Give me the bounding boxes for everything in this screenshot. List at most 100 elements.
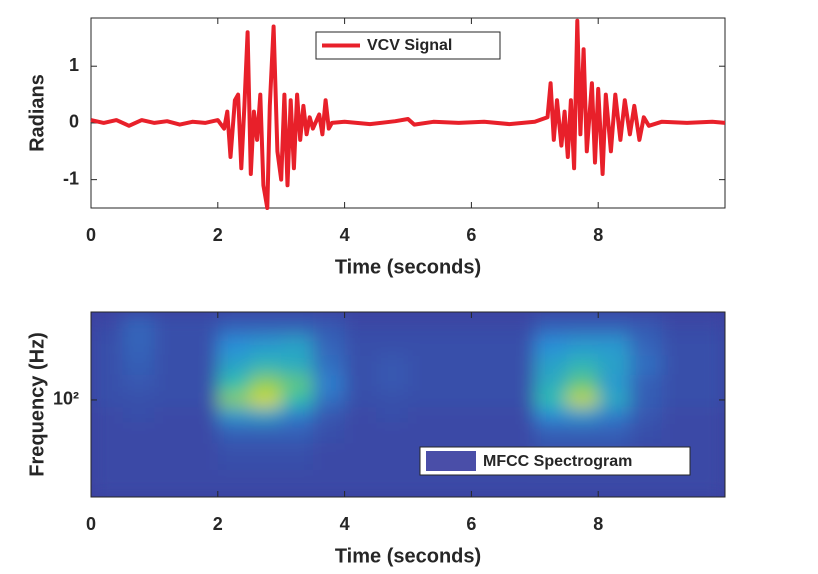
heatmap-cell: [344, 469, 377, 497]
heatmap-cell: [281, 314, 314, 336]
heatmap-cell: [598, 406, 631, 423]
heatmap-cell: [503, 314, 536, 336]
heatmap-cell: [471, 354, 504, 375]
heatmap-cell: [693, 392, 725, 408]
heatmap-cell: [154, 392, 187, 408]
heatmap-cell: [186, 374, 219, 393]
heatmap-cell: [408, 374, 441, 393]
heatmap-cell: [344, 392, 377, 408]
heatmap-cell: [154, 422, 187, 444]
heatmap-cell: [217, 354, 250, 375]
heatmap-cell: [344, 334, 377, 356]
heatmap-cell: [439, 334, 472, 356]
y-axis-label: Frequency (Hz): [26, 332, 48, 476]
heatmap-cell: [376, 314, 409, 336]
x-axis-label: Time (seconds): [335, 256, 481, 278]
heatmap-cell: [154, 334, 187, 356]
heatmap-cell: [122, 374, 155, 393]
heatmap-cell: [376, 442, 409, 470]
heatmap-cell: [122, 422, 155, 444]
heatmap-cell: [439, 422, 472, 444]
x-tick-label: 6: [466, 225, 476, 245]
heatmap-cell: [503, 392, 536, 408]
heatmap-cell: [693, 374, 725, 393]
heatmap-cell: [122, 354, 155, 375]
heatmap-cell: [186, 406, 219, 423]
heatmap-cell: [661, 406, 694, 423]
heatmap-cell: [91, 334, 124, 356]
heatmap-cell: [91, 406, 124, 423]
heatmap-cell: [122, 392, 155, 408]
signal-line: [90, 18, 726, 210]
heatmap-cell: [598, 314, 631, 336]
heatmap-cell: [408, 334, 441, 356]
heatmap-cell: [217, 406, 250, 423]
heatmap-cell: [249, 422, 282, 444]
heatmap-cell: [344, 374, 377, 393]
heatmap-cell: [186, 469, 219, 497]
heatmap-cell: [154, 314, 187, 336]
heatmap-cell: [249, 374, 282, 393]
heatmap-cell: [91, 442, 124, 470]
heatmap-cell: [471, 314, 504, 336]
heatmap-cell: [281, 354, 314, 375]
x-tick-label: 0: [86, 225, 96, 245]
heatmap-cell: [217, 469, 250, 497]
heatmap-cell: [408, 392, 441, 408]
heatmap-cell: [312, 469, 346, 497]
heatmap-cell: [598, 354, 631, 375]
heatmap-cell: [566, 406, 599, 423]
heatmap-cell: [661, 314, 694, 336]
heatmap-cell: [281, 442, 314, 470]
heatmap-cell: [598, 374, 631, 393]
heatmap-cell: [91, 422, 124, 444]
heatmap-cell: [471, 392, 504, 408]
heatmap-cell: [439, 392, 472, 408]
heatmap-cell: [661, 354, 694, 375]
heatmap-cell: [566, 374, 599, 393]
heatmap-cell: [471, 422, 504, 444]
heatmap-cell: [312, 406, 346, 423]
heatmap-cell: [122, 406, 155, 423]
heatmap-cell: [503, 354, 536, 375]
heatmap-cell: [376, 469, 409, 497]
heatmap-cell: [408, 314, 441, 336]
heatmap-cell: [439, 314, 472, 336]
heatmap-cell: [312, 334, 346, 356]
x-tick-label: 8: [593, 514, 603, 534]
heatmap-cell: [312, 422, 346, 444]
heatmap-cell: [122, 469, 155, 497]
heatmap-cell: [534, 314, 567, 336]
heatmap-cell: [534, 334, 567, 356]
axes-box: [90, 311, 726, 498]
heatmap-cell: [122, 334, 155, 356]
heatmap-cell: [344, 422, 377, 444]
heatmap-cell: [154, 374, 187, 393]
heatmap-cell: [186, 354, 219, 375]
heatmap-cell: [566, 334, 599, 356]
heatmap-cell: [344, 314, 377, 336]
heatmap-cell: [503, 334, 536, 356]
heatmap-cell: [281, 392, 314, 408]
heatmap-cell: [249, 442, 282, 470]
y-axis-label: Radians: [26, 74, 48, 152]
heatmap-cell: [154, 469, 187, 497]
heatmap-cell: [693, 334, 725, 356]
heatmap-cell: [217, 314, 250, 336]
heatmap-cell: [217, 422, 250, 444]
x-tick-label: 4: [340, 225, 350, 245]
x-tick-label: 4: [340, 514, 350, 534]
heatmap-cell: [281, 469, 314, 497]
y-tick-label: 1: [69, 55, 79, 75]
heatmap-cell: [344, 406, 377, 423]
heatmap-cell: [217, 392, 250, 408]
heatmap-cell: [566, 354, 599, 375]
heatmap-cell: [408, 354, 441, 375]
heatmap-cell: [249, 314, 282, 336]
heatmap-cell: [566, 392, 599, 408]
legend: MFCC Spectrogram: [419, 446, 691, 476]
heatmap-cell: [661, 374, 694, 393]
heatmap-cell: [186, 314, 219, 336]
heatmap-cell: [281, 374, 314, 393]
